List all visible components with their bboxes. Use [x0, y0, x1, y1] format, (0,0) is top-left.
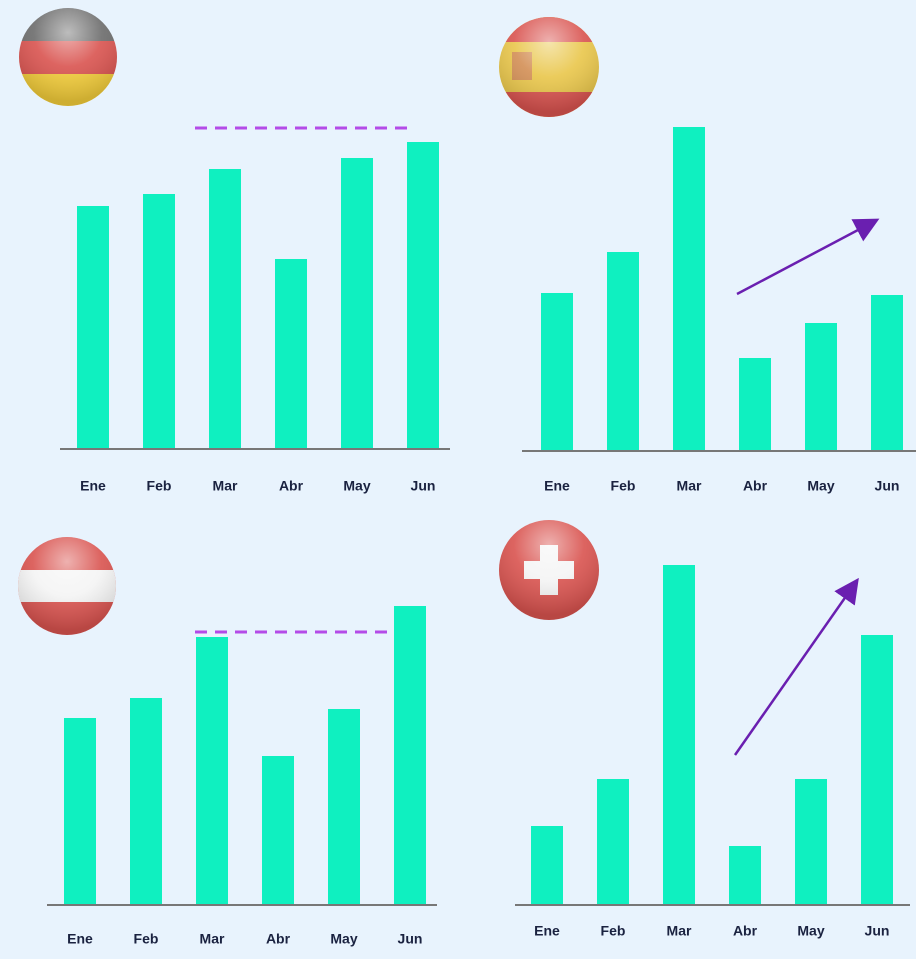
x-tick-label: May: [330, 931, 357, 947]
bar: [209, 169, 241, 449]
bar: [729, 846, 761, 905]
trend-arrow: [733, 577, 859, 756]
bar: [541, 293, 573, 451]
x-tick-label: Feb: [147, 478, 172, 494]
bar: [607, 252, 639, 451]
bar: [77, 206, 109, 449]
bar: [262, 756, 294, 905]
bar: [805, 323, 837, 451]
bar: [663, 565, 695, 905]
x-tick-label: Jun: [875, 478, 900, 494]
bar: [196, 637, 228, 905]
bar: [871, 295, 903, 451]
x-tick-label: May: [807, 478, 834, 494]
bar: [130, 698, 162, 905]
flag-germany: [19, 8, 117, 106]
bar: [275, 259, 307, 449]
x-tick-label: Feb: [611, 478, 636, 494]
bar: [328, 709, 360, 905]
flag-switzerland: [499, 520, 599, 620]
flag-spain: [499, 17, 599, 117]
bar: [407, 142, 439, 449]
x-tick-label: Ene: [544, 478, 570, 494]
bar: [739, 358, 771, 451]
bar: [341, 158, 373, 449]
x-tick-label: Jun: [865, 923, 890, 939]
x-tick-label: May: [343, 478, 370, 494]
bar: [394, 606, 426, 905]
bar: [143, 194, 175, 449]
flag-austria: [18, 537, 116, 635]
bar: [64, 718, 96, 905]
x-tick-label: Ene: [534, 923, 560, 939]
x-tick-label: Ene: [80, 478, 106, 494]
x-tick-label: Abr: [733, 923, 758, 939]
bar: [795, 779, 827, 905]
x-tick-label: Jun: [398, 931, 423, 947]
x-tick-label: Mar: [213, 478, 238, 494]
trend-arrow: [736, 218, 880, 296]
x-tick-label: Ene: [67, 931, 93, 947]
bar: [531, 826, 563, 905]
bar: [673, 127, 705, 451]
x-tick-label: Abr: [279, 478, 304, 494]
bar: [597, 779, 629, 905]
x-tick-label: Feb: [601, 923, 626, 939]
x-tick-label: Jun: [411, 478, 436, 494]
x-tick-label: May: [797, 923, 824, 939]
x-tick-label: Mar: [677, 478, 702, 494]
x-tick-label: Abr: [743, 478, 768, 494]
x-tick-label: Mar: [667, 923, 692, 939]
x-tick-label: Mar: [200, 931, 225, 947]
x-tick-label: Feb: [134, 931, 159, 947]
x-tick-label: Abr: [266, 931, 291, 947]
bar: [861, 635, 893, 905]
